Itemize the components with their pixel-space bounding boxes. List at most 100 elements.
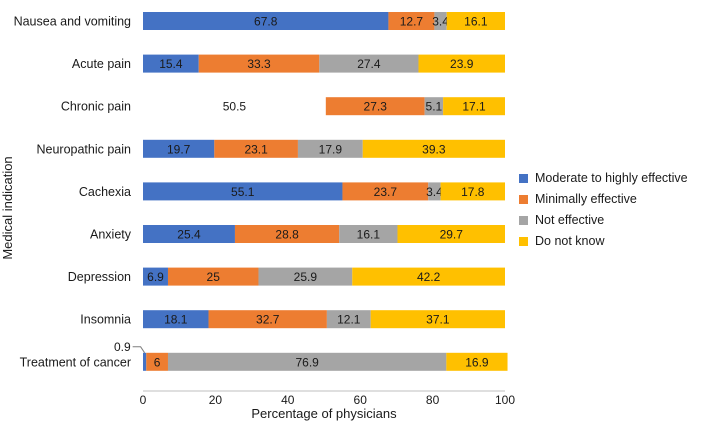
data-label: 19.7	[167, 142, 191, 156]
bar-segment	[143, 310, 209, 329]
bar-segment	[443, 97, 505, 116]
category-label: Anxiety	[90, 228, 132, 242]
bar-segment	[325, 97, 425, 116]
x-tick-label: 20	[209, 393, 223, 407]
legend-label: Do not know	[535, 234, 605, 248]
data-label: 28.8	[275, 228, 299, 242]
bar-segment	[418, 54, 505, 73]
data-label: 50.5	[223, 100, 247, 114]
x-tick-labels: 0 20 40 60 80 100	[140, 393, 516, 407]
category-label: Cachexia	[79, 185, 131, 199]
bar-segment	[143, 225, 235, 243]
bar-segment	[434, 12, 447, 30]
category-labels: Nausea and vomiting Acute pain Chronic pai…	[14, 15, 132, 370]
data-label: 16.1	[464, 15, 488, 29]
bar-segment	[319, 54, 419, 73]
bar-segment	[143, 12, 389, 30]
bar-segment	[424, 97, 444, 116]
data-label: 16.9	[465, 355, 489, 369]
callout-leader	[132, 346, 146, 354]
data-label: 25	[207, 270, 221, 284]
bar-segment	[143, 54, 199, 73]
legend-label: Moderate to highly effective	[535, 171, 688, 185]
x-tick-label: 0	[140, 393, 147, 407]
legend-swatch	[519, 215, 528, 225]
data-label: 17.1	[462, 100, 486, 114]
bar-segment	[143, 267, 168, 286]
legend-label: Not effective	[535, 213, 605, 227]
category-label: Insomnia	[80, 313, 131, 327]
bar-segment	[446, 352, 508, 371]
bar-segment	[198, 54, 320, 73]
data-label: 23.7	[374, 185, 398, 199]
bar-segment	[234, 225, 340, 243]
legend-item: Not effective	[519, 213, 688, 227]
bar-segment	[167, 352, 447, 371]
bar-segment	[143, 182, 343, 201]
data-label: 15.4	[159, 57, 183, 71]
bar-segment	[214, 139, 298, 158]
data-label: 0.9	[114, 340, 131, 354]
bar-segment	[339, 225, 398, 243]
data-label: 55.1	[231, 185, 255, 199]
bar-segment	[146, 352, 168, 371]
bar-segment	[397, 225, 505, 243]
bar-segment	[143, 97, 326, 116]
category-label: Chronic pain	[61, 100, 131, 114]
category-label: Depression	[68, 270, 131, 284]
bar-segment	[428, 182, 441, 201]
x-tick-label: 80	[426, 393, 440, 407]
bar-segment	[352, 267, 505, 286]
legend-swatch	[519, 236, 528, 246]
data-label: 23.1	[244, 142, 268, 156]
data-label: 17.9	[319, 142, 343, 156]
data-label: 17.8	[461, 185, 485, 199]
bars-group: 67.8 12.7 3.4 16.1 15.4 33.3 27.4 23.9 50.5 27.3 5…	[143, 12, 508, 371]
category-label: Acute pain	[72, 57, 131, 71]
legend-swatch	[519, 173, 528, 183]
data-label: 67.8	[254, 15, 278, 29]
x-tick-label: 60	[354, 393, 368, 407]
data-label: 37.1	[426, 313, 450, 327]
y-axis-title: Medical indication	[0, 156, 15, 259]
bar-segment	[143, 352, 147, 371]
data-label: 23.9	[450, 57, 474, 71]
legend-swatch	[519, 194, 528, 204]
bar-segment	[388, 12, 435, 30]
bar-segment	[446, 12, 505, 30]
data-label: 32.7	[256, 313, 280, 327]
bar-segment	[326, 310, 371, 329]
data-label: 27.3	[364, 100, 388, 114]
bar-segment	[143, 139, 215, 158]
data-label: 6	[154, 355, 161, 369]
bar-segment	[167, 267, 259, 286]
data-label: 39.3	[422, 142, 446, 156]
x-tick-label: 100	[495, 393, 515, 407]
legend-item: Do not know	[519, 234, 688, 248]
legend-item: Minimally effective	[519, 192, 688, 206]
category-label: Treatment of cancer	[20, 355, 131, 369]
data-label: 29.7	[440, 228, 464, 242]
data-label: 3.4	[432, 15, 449, 29]
bar-segment	[440, 182, 505, 201]
data-label: 12.7	[400, 15, 424, 29]
category-label: Nausea and vomiting	[14, 15, 131, 29]
data-label: 12.1	[337, 313, 361, 327]
bar-segment	[362, 139, 505, 158]
bar-segment	[208, 310, 327, 329]
small-value-callout: 0.9	[114, 340, 146, 354]
data-label: 25.9	[294, 270, 318, 284]
data-label: 16.1	[357, 228, 381, 242]
bar-segment	[370, 310, 505, 329]
bar-segment	[342, 182, 429, 201]
data-label: 18.1	[164, 313, 188, 327]
bar-segment	[258, 267, 353, 286]
bar-segment	[297, 139, 363, 158]
data-label: 42.2	[417, 270, 441, 284]
data-label: 76.9	[295, 355, 319, 369]
category-label: Neuropathic pain	[36, 142, 131, 156]
data-label: 33.3	[247, 57, 271, 71]
data-label: 5.1	[426, 100, 443, 114]
x-tick-label: 40	[281, 393, 295, 407]
